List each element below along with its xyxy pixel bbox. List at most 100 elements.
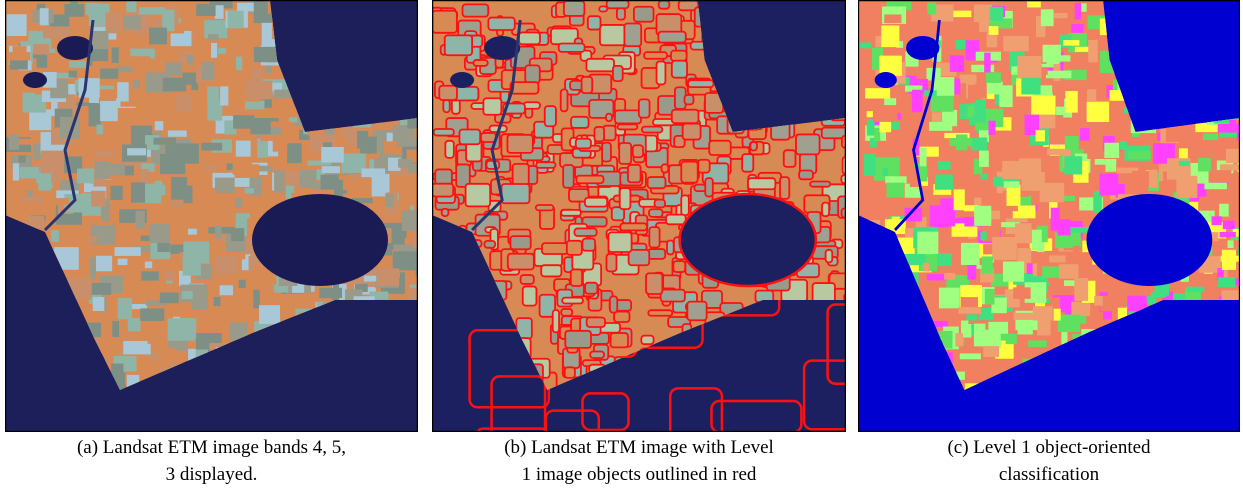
land-patch [9, 135, 19, 150]
land-patch [228, 11, 244, 29]
land-patch [246, 81, 272, 99]
land-patch [1007, 185, 1021, 206]
land-patch [562, 298, 583, 304]
land-patch [688, 80, 714, 87]
land-patch [667, 241, 674, 255]
land-patch [33, 44, 49, 55]
land-patch [77, 169, 94, 184]
land-patch [510, 236, 530, 249]
land-patch [646, 273, 662, 294]
land-patch [18, 155, 25, 162]
land-patch [649, 227, 659, 247]
land-patch [799, 171, 813, 180]
land-patch [96, 256, 112, 271]
land-patch [507, 135, 532, 153]
land-patch [385, 194, 393, 208]
land-patch [245, 188, 254, 193]
land-patch [1198, 158, 1211, 171]
land-patch [171, 177, 187, 200]
landsat-image [5, 0, 418, 432]
land-patch [233, 157, 252, 175]
land-patch [100, 101, 118, 121]
land-patch [93, 297, 105, 311]
land-patch [156, 203, 162, 211]
land-patch [985, 289, 995, 305]
land-patch [207, 99, 222, 120]
land-patch [123, 15, 141, 29]
land-patch [13, 163, 19, 180]
land-patch [565, 331, 591, 348]
land-patch [176, 94, 191, 111]
land-patch [154, 138, 177, 145]
land-patch [582, 77, 593, 93]
land-patch [139, 7, 165, 14]
land-patch [1049, 255, 1065, 262]
land-patch [542, 243, 568, 254]
land-patch [859, 43, 871, 49]
land-patch [112, 48, 119, 63]
land-patch [208, 34, 219, 40]
land-patch [231, 228, 244, 241]
land-patch [886, 183, 904, 198]
land-patch [1047, 149, 1064, 155]
land-patch [673, 261, 685, 272]
land-patch [274, 170, 285, 192]
land-patch [168, 130, 187, 136]
panel-b [432, 0, 846, 432]
caption-line: (a) Landsat ETM image bands 4, 5, [5, 434, 418, 461]
land-patch [927, 274, 947, 280]
lake [252, 194, 388, 286]
land-patch [624, 23, 641, 46]
land-patch [1073, 246, 1080, 259]
land-patch [553, 310, 559, 332]
land-patch [445, 35, 472, 55]
land-patch [1054, 309, 1061, 321]
land-patch [361, 168, 385, 177]
land-patch [7, 14, 27, 36]
land-patch [249, 271, 276, 284]
land-patch [218, 48, 226, 54]
land-patch [1014, 313, 1039, 320]
land-patch [127, 148, 146, 155]
land-patch [912, 90, 923, 113]
land-patch [617, 124, 637, 129]
caption-line: 3 displayed. [5, 461, 418, 488]
land-patch [917, 232, 938, 254]
land-patch [1203, 133, 1218, 140]
land-patch [201, 143, 222, 151]
land-patch [203, 164, 218, 170]
land-patch [377, 268, 400, 285]
land-patch [1222, 250, 1236, 270]
land-patch [215, 5, 224, 19]
land-patch [1071, 302, 1090, 316]
land-patch [614, 312, 629, 322]
land-patch [111, 186, 123, 200]
land-patch [245, 100, 264, 109]
land-patch [98, 164, 125, 176]
land-patch [974, 5, 992, 22]
land-patch [1204, 183, 1226, 190]
land-patch [590, 352, 604, 358]
land-patch [1031, 96, 1055, 115]
land-patch [1003, 261, 1024, 281]
land-patch [432, 184, 453, 197]
land-patch [253, 290, 260, 309]
land-patch [576, 176, 603, 184]
land-patch [155, 181, 162, 191]
land-patch [1017, 56, 1041, 78]
land-patch [442, 209, 449, 216]
land-patch [672, 61, 687, 78]
land-patch [41, 151, 64, 174]
land-patch [1027, 263, 1033, 274]
land-patch [586, 59, 614, 72]
land-patch [90, 257, 96, 280]
land-patch [971, 65, 994, 72]
land-patch [934, 321, 948, 327]
land-patch [595, 127, 605, 141]
land-patch [884, 14, 901, 23]
land-patch [434, 129, 454, 136]
land-patch [999, 85, 1012, 107]
land-patch [1064, 156, 1082, 174]
land-patch [273, 138, 287, 152]
land-patch [1018, 7, 1029, 24]
